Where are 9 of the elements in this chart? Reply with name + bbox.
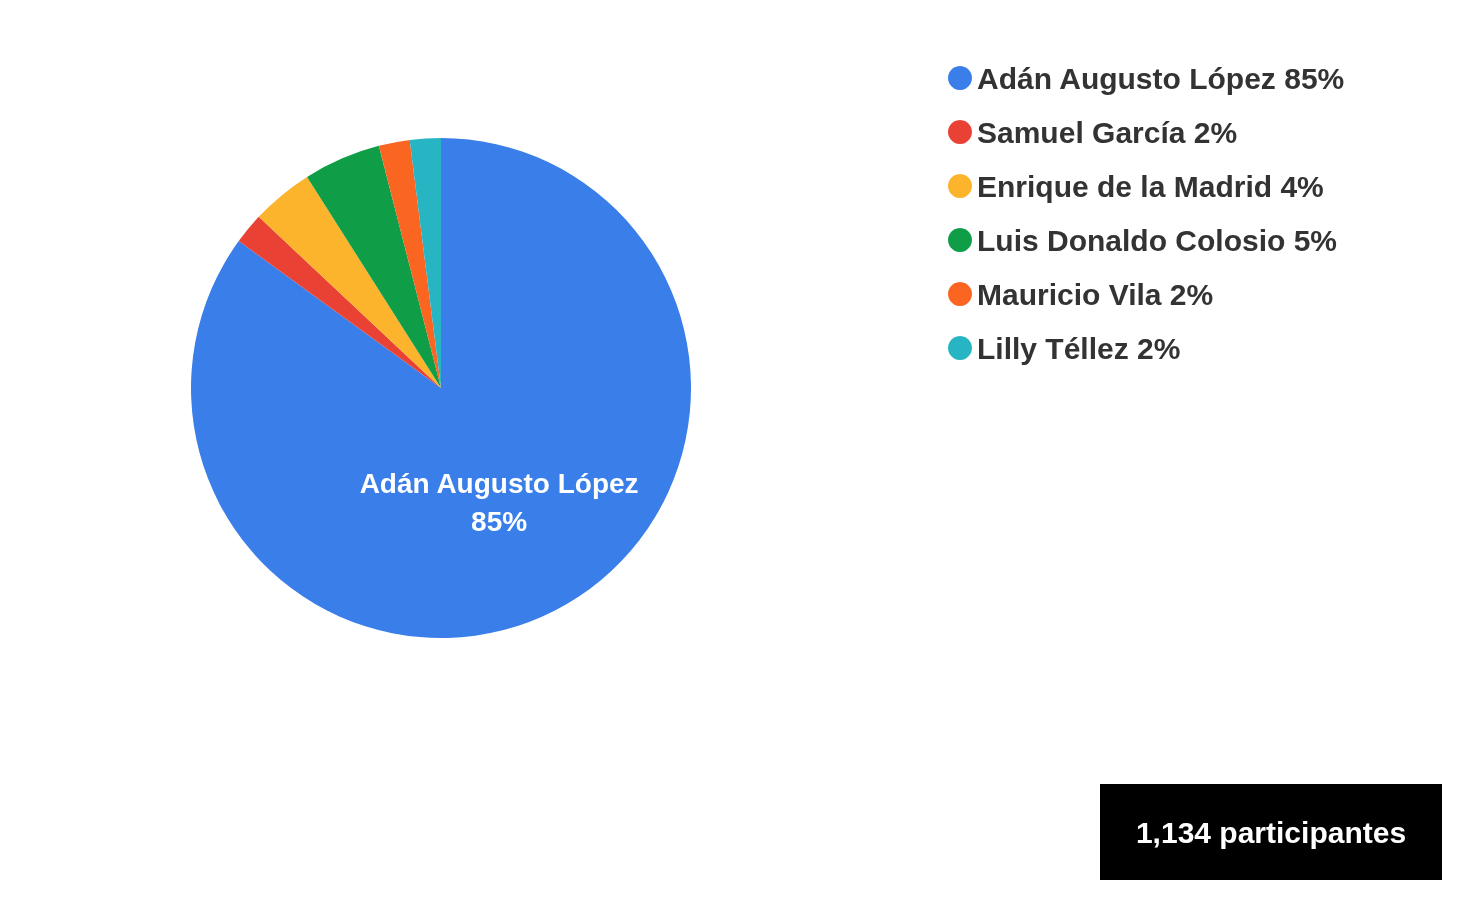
legend-label: Samuel García 2% bbox=[977, 115, 1238, 149]
slice-label: Adán Augusto López bbox=[359, 467, 639, 499]
text: 1,134 participantes bbox=[1135, 815, 1407, 849]
legend-label: Enrique de la Madrid 4% bbox=[977, 169, 1324, 203]
data-label: 85% bbox=[471, 505, 528, 537]
legend-label: Luis Donaldo Colosio 5% bbox=[977, 223, 1338, 257]
legend-label: Lilly Téllez 2% bbox=[977, 331, 1181, 365]
category-label: Adán Augusto López 85% bbox=[977, 61, 1345, 95]
legend-label: Mauricio Vila 2% bbox=[977, 277, 1214, 311]
